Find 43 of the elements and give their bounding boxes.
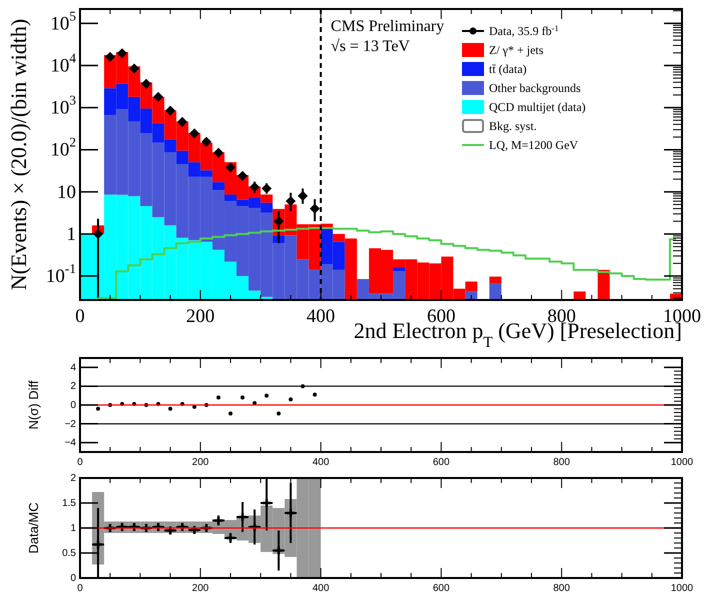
y-tick-label: 10$^{-1}$ [46,261,76,287]
y-tick-label: 0 [70,400,76,410]
x-tick-label: 400 [306,306,336,327]
y-tick-label: −4 [64,437,76,448]
x-tick-label: 600 [432,457,450,468]
annotation: √s = 13 TeV [330,38,410,55]
x-tick-label: 0 [77,583,84,594]
y-tick-label: 2 [70,380,76,392]
x-tick-label: 200 [192,583,210,594]
y-tick-label: 2 [70,472,76,484]
x-tick-label: 800 [553,457,570,468]
y-axis-title: N(σ) Diff [26,380,41,430]
x-tick-label: 200 [192,457,210,468]
y-tick-label: 1 [70,522,76,534]
legend-label: Data, 35.9 fb$^{-1}$ [489,24,559,38]
legend-label: QCD multijet (data) [489,100,586,114]
y-tick-label: 4 [70,362,76,373]
legend-label: LQ, M=1200 GeV [489,138,578,152]
x-tick-label: 1000 [670,457,694,468]
y-tick-label: 1 [66,223,76,244]
legend-label: Z/ γ* + jets [489,43,544,57]
y-tick-label: 0.5 [62,548,76,558]
y-tick-label: 1.5 [62,498,76,508]
legend-label: Bkg. syst. [489,119,537,133]
x-tick-label: 1000 [670,583,694,594]
y-tick-label: −2 [64,418,76,430]
x-tick-label: 400 [312,583,330,594]
x-tick-label: 600 [432,583,450,594]
x-tick-label: 0 [77,457,84,468]
y-tick-label: 10$^{5}$ [50,8,76,34]
x-tick-label: 800 [553,583,570,594]
legend-label: tt̄ (data) [489,62,527,76]
y-tick-label: 10$^{2}$ [50,134,76,160]
x-tick-label: 200 [186,306,215,327]
y-tick-label: 0 [70,572,76,584]
y-tick-label: 10 [57,181,76,202]
y-axis-title: Data/MC [26,502,41,554]
y-tick-label: 10$^{4}$ [50,50,76,76]
x-tick-label: 400 [312,457,330,468]
annotation: CMS Preliminary [330,18,444,35]
y-axis-title: N(Events) × (20.0)/(bin width) [6,18,31,290]
y-tick-label: 10$^{3}$ [50,92,76,118]
legend-label: Other backgrounds [489,81,581,95]
